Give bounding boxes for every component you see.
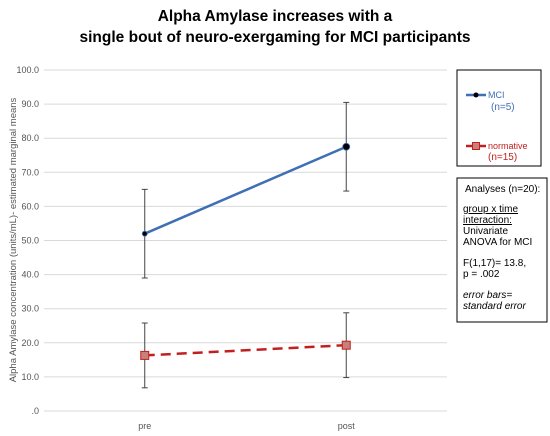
analyses-line-1: Univariate	[463, 226, 508, 237]
y-tick-label: 50.0	[21, 236, 39, 246]
y-tick-label: 30.0	[21, 304, 39, 314]
analyses-heading: Analyses (n=20):	[465, 184, 540, 195]
x-tick-label: pre	[138, 421, 151, 431]
chart-title-line-1: Alpha Amylase increases with a	[158, 8, 393, 25]
legend-marker-normative	[472, 142, 480, 150]
analyses-underlined-2: interaction:	[463, 215, 512, 226]
y-tick-label: 40.0	[21, 270, 39, 280]
series-layer	[140, 101, 351, 389]
legend-marker-mci	[473, 92, 479, 98]
series-line-normative	[144, 343, 347, 357]
legend-label-normative: normative	[488, 141, 528, 151]
data-point	[342, 142, 351, 151]
legend-n-mci: (n=5)	[491, 102, 515, 113]
legend: MCI (n=5) normative (n=15)	[456, 69, 542, 167]
y-tick-label: 90.0	[21, 99, 39, 109]
y-tick-label: 60.0	[21, 201, 39, 211]
grid-lines	[44, 69, 447, 412]
chart-title-line-2: single bout of neuro-exergaming for MCI …	[80, 29, 471, 46]
analyses-underlined-1: group x time	[463, 204, 518, 215]
series-normative	[140, 312, 351, 389]
legend-label-mci: MCI	[488, 90, 505, 100]
y-tick-label: 100.0	[16, 65, 39, 75]
analyses-stat-1: F(1,17)= 13.8,	[463, 258, 526, 269]
analyses-italic-1: error bars=	[463, 290, 512, 301]
x-tick-label: post	[338, 421, 356, 431]
legend-n-normative: (n=15)	[488, 152, 517, 163]
data-point	[140, 350, 150, 360]
analyses-note: Analyses (n=20): group x time interactio…	[456, 177, 548, 323]
analyses-line-2: ANOVA for MCI	[463, 237, 532, 248]
y-tick-label: .0	[31, 406, 39, 416]
y-axis-label: Alpha Amylase concentration (units/mL)- …	[8, 97, 19, 382]
data-point	[141, 230, 148, 237]
data-point	[341, 340, 351, 350]
y-tick-label: 20.0	[21, 338, 39, 348]
analyses-box	[456, 177, 548, 323]
analyses-italic-2: standard error	[463, 301, 526, 312]
analyses-stat-2: p = .002	[463, 269, 500, 280]
x-tick-labels: pre post	[138, 421, 355, 431]
y-tick-label: 10.0	[21, 372, 39, 382]
y-tick-labels: .0 10.0 20.0 30.0 40.0 50.0 60.0 70.0 80.0 90.0 10…	[16, 65, 39, 416]
y-tick-label: 80.0	[21, 133, 39, 143]
y-tick-label: 70.0	[21, 167, 39, 177]
legend-box	[456, 69, 542, 167]
series-mci	[141, 101, 351, 279]
series-line-mci	[144, 145, 347, 235]
